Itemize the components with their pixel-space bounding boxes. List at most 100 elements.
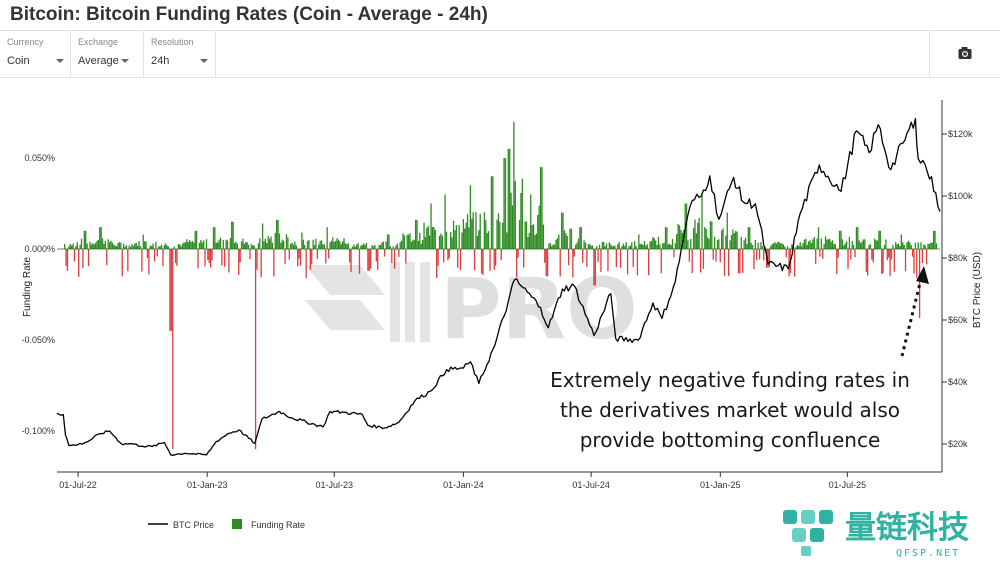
funding-bar-positive [662, 243, 664, 249]
funding-bar-positive [92, 243, 94, 249]
funding-bar-positive [313, 245, 316, 249]
funding-bar-negative [865, 249, 867, 272]
funding-bar-positive [259, 238, 261, 249]
funding-bar-positive [360, 245, 362, 249]
funding-bar-positive [72, 243, 74, 249]
funding-bar-positive [538, 205, 540, 249]
funding-bar-negative [648, 249, 650, 276]
funding-bar-negative [904, 249, 907, 272]
funding-bar-negative [249, 249, 251, 260]
funding-bar-positive [604, 246, 606, 249]
funding-bar-positive [110, 240, 112, 249]
funding-bar-positive [502, 222, 504, 249]
funding-bar-positive [445, 231, 448, 249]
funding-bar-positive [542, 224, 545, 249]
funding-bar-positive [225, 239, 227, 249]
screenshot-button[interactable] [929, 31, 1000, 77]
funding-bar-negative [482, 249, 484, 275]
funding-bar-positive [511, 205, 514, 249]
funding-bar-positive [827, 239, 829, 249]
funding-bar-negative [886, 249, 888, 261]
funding-bar-negative [619, 249, 622, 269]
funding-bar-positive [590, 245, 592, 249]
funding-bar-positive [876, 240, 879, 249]
funding-bar-positive [874, 238, 876, 249]
funding-bar-positive [754, 239, 756, 249]
funding-bar-positive [638, 234, 640, 249]
funding-bar-negative [493, 249, 495, 270]
funding-bar-positive [681, 232, 683, 249]
exchange-label: Exchange [78, 37, 119, 47]
funding-bar-positive [476, 236, 479, 249]
funding-bar-negative [377, 249, 379, 270]
funding-bar-positive [357, 243, 359, 249]
currency-select[interactable]: Currency Coin [0, 31, 71, 77]
legend-label-btc-price: BTC Price [173, 520, 214, 530]
funding-bar-positive [653, 238, 655, 249]
funding-bar-positive [287, 237, 289, 249]
funding-bar-positive [274, 232, 276, 249]
funding-bar-negative [753, 249, 755, 270]
funding-bar-positive [570, 228, 573, 249]
funding-bar-positive [372, 246, 375, 249]
funding-bar-negative [239, 249, 241, 263]
funding-bar-positive [389, 246, 391, 249]
funding-bar-positive [96, 240, 98, 249]
funding-bar-positive [859, 243, 862, 249]
funding-bar-positive [440, 233, 442, 249]
funding-bar-positive [524, 221, 526, 249]
funding-bar-positive [551, 246, 553, 249]
funding-bar-positive [541, 167, 543, 249]
funding-bar-positive [569, 228, 571, 249]
funding-bar-positive [560, 212, 563, 249]
funding-bar-positive [855, 227, 858, 249]
funding-bar-positive [930, 242, 932, 249]
exchange-select[interactable]: Exchange Average [71, 31, 144, 77]
funding-bar-negative [517, 249, 519, 258]
funding-bar-positive [527, 237, 529, 249]
funding-bar-positive [577, 238, 580, 249]
funding-bar-positive [179, 244, 181, 249]
funding-bar-positive [438, 235, 441, 249]
y-right-tick-label: $120k [948, 129, 973, 139]
funding-bar-negative [815, 249, 817, 264]
funding-bar-positive [461, 232, 463, 249]
y-left-tick-label: -0.050% [21, 335, 55, 345]
funding-bar-negative [121, 249, 123, 277]
funding-bar-positive [245, 242, 247, 249]
annotation-line-1: Extremely negative funding rates in [550, 368, 910, 392]
funding-bar-positive [430, 203, 432, 249]
funding-bar-negative [443, 249, 445, 263]
funding-bar-positive [193, 242, 195, 249]
funding-bar-positive [810, 242, 813, 249]
funding-bar-negative [204, 249, 206, 267]
funding-bar-positive [103, 243, 105, 249]
funding-bar-positive [531, 225, 533, 249]
funding-bar-positive [312, 239, 314, 249]
funding-bar-positive [89, 241, 91, 249]
funding-bar-positive [833, 244, 835, 249]
funding-bar-positive [417, 240, 420, 249]
funding-bar-positive [108, 242, 111, 249]
funding-bar-positive [521, 178, 523, 249]
funding-bar-positive [292, 244, 295, 249]
annotation: Extremely negative funding rates in the … [550, 266, 929, 452]
funding-bar-positive [757, 242, 759, 249]
funding-bar-negative [600, 249, 602, 273]
camera-icon [958, 47, 972, 59]
funding-bar-negative [273, 249, 275, 277]
funding-bar-negative [148, 249, 150, 275]
funding-bar-positive [441, 235, 443, 249]
funding-bar-negative [228, 249, 230, 273]
funding-bar-positive [562, 212, 564, 249]
funding-bar-positive [166, 245, 168, 249]
funding-bar-negative [739, 249, 741, 274]
funding-bar-positive [770, 245, 772, 249]
funding-bar-positive [490, 176, 493, 249]
resolution-select[interactable]: Resolution 24h [144, 31, 216, 77]
funding-bar-positive [365, 242, 368, 249]
brand-logo: 量链科技 QFSP.NET [783, 510, 969, 559]
funding-bar-positive [760, 242, 762, 249]
funding-bar-positive [795, 246, 797, 249]
funding-bar-negative [544, 249, 546, 263]
